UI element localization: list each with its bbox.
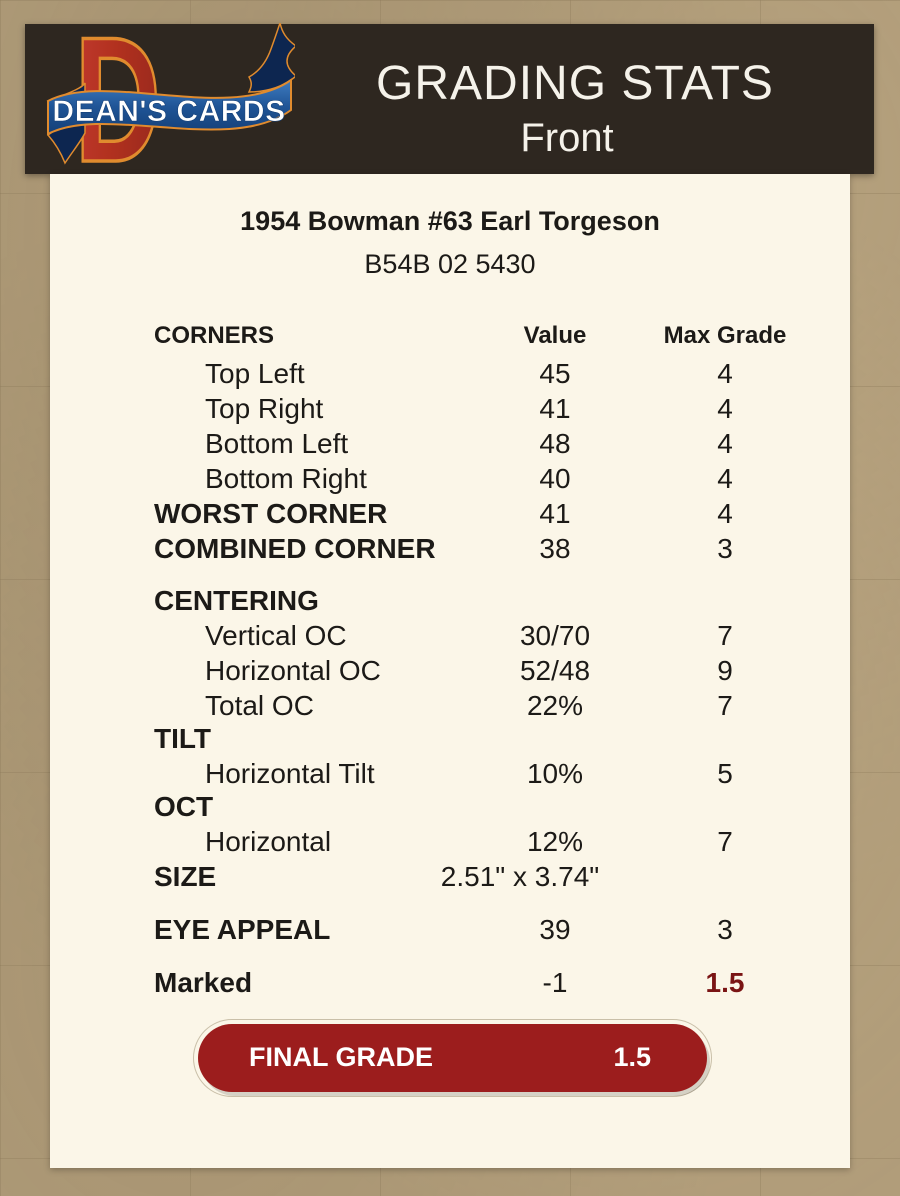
svg-text:DEAN'S CARDS: DEAN'S CARDS xyxy=(52,95,285,128)
